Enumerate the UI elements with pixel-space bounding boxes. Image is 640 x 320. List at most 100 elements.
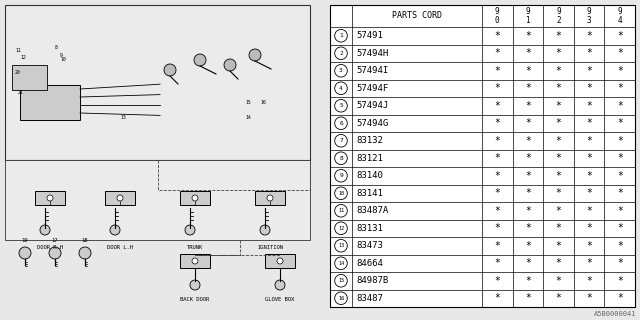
Text: *: * [586,66,592,76]
Text: *: * [586,276,592,286]
Text: *: * [556,276,561,286]
Text: 12: 12 [20,55,26,60]
Text: *: * [494,188,500,198]
Text: *: * [525,188,531,198]
Text: TRUNK: TRUNK [187,245,203,250]
Text: 83131: 83131 [356,224,383,233]
Text: 11: 11 [338,208,344,213]
Text: *: * [617,153,623,163]
Circle shape [335,47,348,60]
Text: 9: 9 [60,53,63,58]
Circle shape [260,225,270,235]
Text: *: * [525,293,531,303]
Text: 9: 9 [339,173,343,178]
Text: *: * [556,48,561,58]
Text: *: * [586,171,592,181]
Text: *: * [617,171,623,181]
Text: 16: 16 [260,100,266,105]
Text: *: * [586,206,592,216]
Text: *: * [494,153,500,163]
Text: *: * [586,83,592,93]
Text: *: * [525,258,531,268]
Text: IGNITION: IGNITION [257,245,283,250]
Text: 9
1: 9 1 [525,7,530,25]
Text: 12: 12 [338,226,344,231]
Circle shape [335,82,348,94]
Text: *: * [525,206,531,216]
Text: *: * [494,241,500,251]
Bar [105,191,135,205]
Text: *: * [556,101,561,111]
Text: *: * [494,171,500,181]
Bar [5,5,310,160]
Text: *: * [494,206,500,216]
Text: 83140: 83140 [356,171,383,180]
Text: 83487: 83487 [356,294,383,303]
Text: 57494F: 57494F [356,84,388,93]
Text: 4: 4 [339,86,343,91]
Bar [180,191,210,205]
Circle shape [267,195,273,201]
Text: *: * [617,136,623,146]
Text: *: * [494,223,500,233]
Text: DOOR R.H: DOOR R.H [37,245,63,250]
Text: *: * [494,118,500,128]
Text: *: * [556,118,561,128]
Text: *: * [494,83,500,93]
Circle shape [190,280,200,290]
Bar [20,85,80,120]
Text: *: * [525,31,531,41]
Text: 6: 6 [339,121,343,126]
Text: *: * [556,293,561,303]
Circle shape [47,195,53,201]
Text: *: * [525,276,531,286]
Text: *: * [494,258,500,268]
Text: *: * [586,241,592,251]
Text: *: * [525,48,531,58]
Text: 2: 2 [339,51,343,56]
Text: 18: 18 [82,238,88,243]
Text: *: * [494,276,500,286]
Text: *: * [586,258,592,268]
Circle shape [224,59,236,71]
Text: 83121: 83121 [356,154,383,163]
Text: *: * [556,153,561,163]
Text: *: * [556,206,561,216]
Circle shape [335,29,348,42]
Text: *: * [556,31,561,41]
Text: 84664: 84664 [356,259,383,268]
Circle shape [335,187,348,200]
Text: *: * [525,101,531,111]
Circle shape [49,247,61,259]
Text: *: * [586,101,592,111]
Bar [180,254,210,268]
Circle shape [277,258,283,264]
Circle shape [335,117,348,130]
Text: GLOVE BOX: GLOVE BOX [266,297,294,302]
Circle shape [335,170,348,182]
Circle shape [164,64,176,76]
Text: 10: 10 [338,191,344,196]
Text: PARTS CORD: PARTS CORD [392,12,442,20]
Text: 1: 1 [339,33,343,38]
Text: *: * [586,188,592,198]
Text: *: * [617,101,623,111]
Text: *: * [494,66,500,76]
Circle shape [249,49,261,61]
Text: *: * [556,171,561,181]
Text: 13: 13 [120,115,125,120]
Bar [5,160,310,240]
Circle shape [185,225,195,235]
Text: *: * [556,258,561,268]
Text: 83132: 83132 [356,136,383,145]
Circle shape [192,195,198,201]
Text: *: * [617,66,623,76]
Text: *: * [556,66,561,76]
Circle shape [117,195,123,201]
Text: 83473: 83473 [356,241,383,250]
Circle shape [40,225,50,235]
Text: *: * [556,241,561,251]
Text: 10: 10 [60,57,66,62]
Text: DOOR L.H: DOOR L.H [107,245,133,250]
Circle shape [335,152,348,164]
